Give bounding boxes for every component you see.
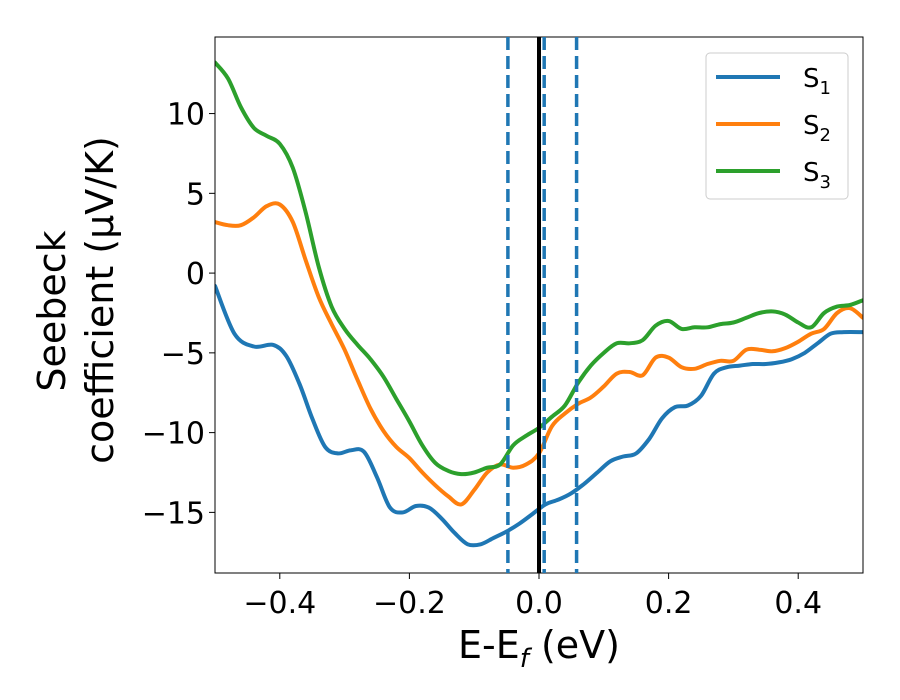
x-tick-label: −0.4: [243, 586, 316, 621]
y-tick-label: −5: [161, 337, 205, 372]
y-tick-label: 5: [186, 177, 205, 212]
x-axis-label-main: E-E: [458, 623, 520, 667]
legend-label-s2: S2: [803, 111, 831, 146]
y-tick-label: −10: [142, 417, 205, 452]
x-tick-label: 0.4: [774, 586, 822, 621]
legend: S1 S2 S3: [705, 52, 849, 200]
y-tick-label: 10: [167, 98, 205, 133]
vertical-lines: [506, 37, 579, 573]
x-axis-ticks: −0.4 −0.2 0.0 0.2 0.4: [243, 573, 822, 621]
y-tick-label: 0: [186, 257, 205, 292]
x-tick-label: 0.2: [645, 586, 693, 621]
legend-label-s1: S1: [803, 64, 831, 99]
y-axis-label-line2: coefficient (μV/K): [78, 136, 122, 464]
y-axis-label-line1: Seebeck: [30, 230, 74, 391]
x-axis-label-unit: (eV): [529, 623, 620, 667]
y-axis-ticks: −15 −10 −5 0 5 10: [142, 98, 215, 531]
legend-label-s3: S3: [803, 158, 831, 193]
x-tick-label: −0.2: [373, 586, 446, 621]
y-tick-label: −15: [142, 496, 205, 531]
x-tick-label: 0.0: [515, 586, 563, 621]
x-axis-label: E-Ef (eV): [458, 623, 620, 674]
